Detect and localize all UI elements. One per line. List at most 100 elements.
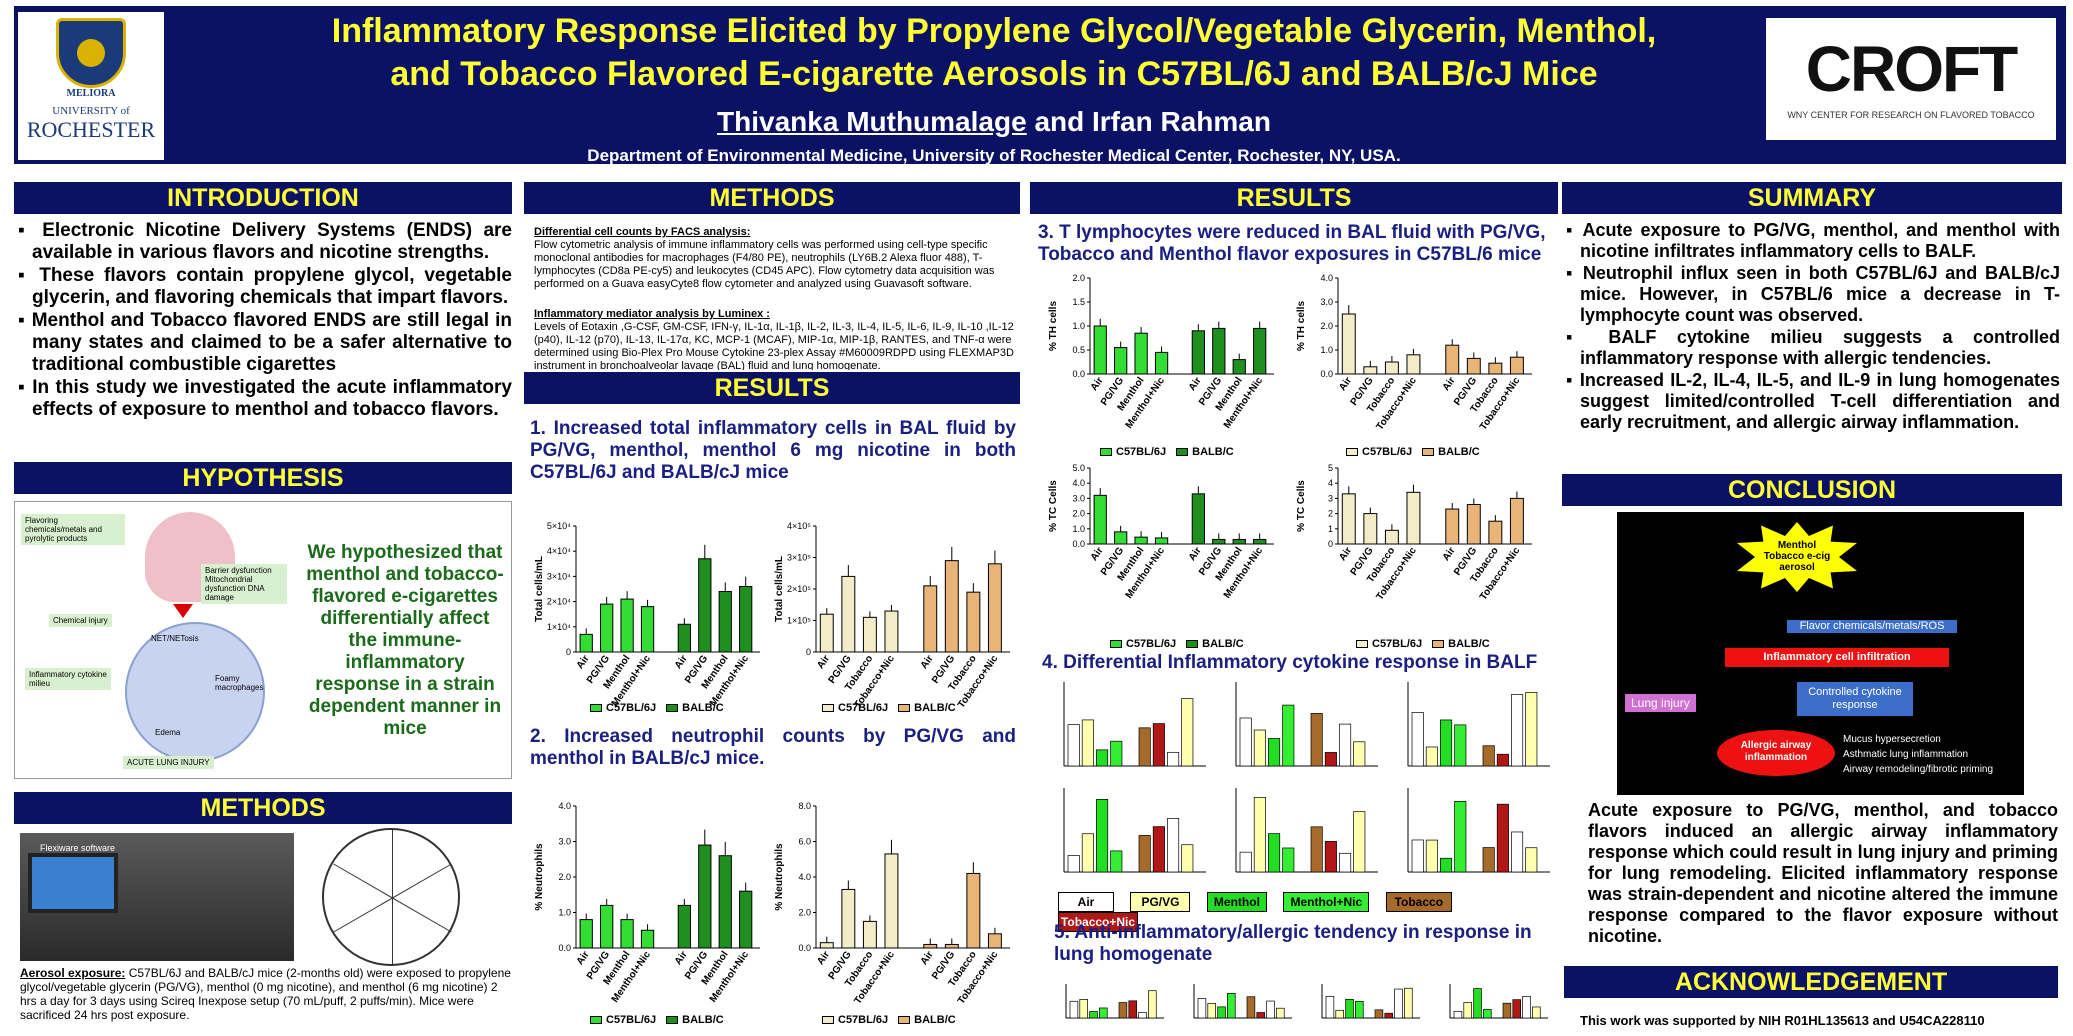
y-axis-label: % Neutrophils: [774, 843, 785, 911]
bar: [1525, 692, 1538, 767]
bar: [1341, 493, 1356, 545]
poster-header: Inflammatory Response Elicited by Propyl…: [14, 6, 2066, 165]
bar: [1310, 826, 1323, 873]
hypothesis-figure: Flavoring chemicals/metals and pyrolytic…: [14, 501, 512, 779]
chart-neutrophils-menthol: % Neutrophils 0.0 1.0 2.0 3.0 4.0 Air PG/VG Ment…: [534, 800, 764, 1005]
y-axis-label: % TC Cells: [1296, 480, 1307, 532]
bar: [1282, 704, 1295, 767]
poster-title: Inflammatory Response Elicited by Propyl…: [331, 12, 1657, 93]
bar: [1148, 990, 1157, 1019]
bar: [1463, 1002, 1472, 1019]
mini-panel: [1235, 682, 1378, 767]
poster-authors: Thivanka Muthumalage and Irfan Rahman: [717, 106, 1271, 137]
x-tick-label: Air: [1187, 375, 1204, 393]
legend-tan-3: C57BL/6J BALB/C: [1336, 446, 1480, 458]
chart-svg: % TC Cells0.01.02.03.04.05.0AirPG/VGMent…: [1048, 463, 1274, 601]
bar: [1093, 494, 1107, 545]
y-tick-label: 2.0: [1072, 273, 1085, 283]
bar: [1099, 1007, 1108, 1019]
bar: [677, 623, 691, 653]
bar: [1482, 745, 1495, 767]
bar: [1509, 356, 1524, 375]
bar: [677, 904, 691, 949]
bar: [698, 844, 712, 949]
bar: [1110, 740, 1123, 767]
bar: [1134, 536, 1148, 545]
bar: [966, 591, 981, 653]
chart-neutrophils-tobacco: % Neutrophils 0.0 2.0 4.0 6.0 8.0 Air PG/VG Toba…: [774, 800, 1014, 1006]
chart-total-cells-tobacco: Total cells/mL 0 1×10⁵ 2×10⁵ 3×10⁵ 4×10⁵ Air PG…: [774, 520, 1014, 710]
y-tick-label: 4.0: [1320, 273, 1333, 283]
chart-svg: % TC Cells012345AirPG/VGTobaccoTobacco+N…: [1296, 463, 1532, 602]
y-tick-label: 1×10⁵: [787, 616, 811, 626]
bar: [1355, 1000, 1364, 1019]
conclusion-diagram: Menthol Tobacco e-cig aerosol Flavor che…: [1617, 512, 2024, 795]
y-tick-label: 2×10⁴: [547, 597, 571, 607]
shield-icon: [56, 18, 126, 88]
chart-total-cells-menthol: Total cells/mL 0 1×10⁴ 2×10⁴ 3×10⁴ 4×10⁴ 5×10⁴…: [534, 520, 764, 709]
bar: [1282, 847, 1295, 873]
chart-svg: % Neutrophils0.02.04.06.08.0AirPG/VGToba…: [774, 801, 1010, 1006]
bar: [966, 872, 981, 949]
bar: [739, 585, 753, 653]
chart-svg: % Neutrophils0.01.02.03.04.0AirPG/VGMent…: [534, 801, 760, 1005]
bar: [1154, 351, 1169, 375]
croft-logo: CROFT WNY CENTER FOR RESEARCH ON FLAVORE…: [1766, 18, 2056, 140]
exposure-setup-photo: Flexiware software: [20, 833, 294, 961]
bar: [1253, 327, 1267, 375]
bar: [1266, 1000, 1275, 1019]
bar: [1522, 995, 1531, 1019]
bar: [1096, 799, 1109, 873]
acknowledgement-heading: ACKNOWLEDGEMENT: [1564, 966, 2058, 998]
bar: [1335, 1009, 1344, 1019]
legend-tan-4: C57BL/6J BALB/C: [1346, 638, 1490, 650]
bar: [1138, 727, 1151, 767]
list-item: BALF cytokine milieu suggests a controll…: [1566, 327, 2060, 369]
methods-heading-mid: METHODS: [524, 182, 1020, 214]
bar: [1363, 513, 1378, 545]
bar: [1212, 327, 1226, 375]
legend-tan-1: C57BL/6J BALB/C: [812, 702, 956, 714]
bar: [1363, 366, 1378, 375]
y-tick-label: 1.0: [1072, 321, 1085, 331]
bar: [1246, 996, 1256, 1019]
bar: [1268, 738, 1281, 767]
y-tick-label: 1.0: [1072, 524, 1085, 534]
bar: [987, 563, 1002, 653]
bar: [1374, 1009, 1384, 1019]
bar: [1502, 1002, 1512, 1019]
bar: [944, 560, 959, 653]
x-tick-label: Air: [575, 653, 592, 671]
bar: [1445, 508, 1460, 545]
bar: [1404, 987, 1413, 1019]
chart-svg: % TH cells0.00.51.01.52.0AirPG/VGMenthol…: [1048, 273, 1274, 431]
bar: [1425, 839, 1438, 873]
x-tick-label: Air: [1089, 545, 1106, 563]
conclusion-bullets: Mucus hypersecretion Asthmatic lung infl…: [1843, 734, 1994, 775]
list-item: Menthol and Tobacco flavored ENDS are st…: [18, 310, 512, 376]
bar: [1453, 1010, 1463, 1019]
bar: [718, 855, 732, 949]
bar: [1239, 851, 1252, 873]
conclusion-text: Acute exposure to PG/VG, menthol, and to…: [1588, 800, 2058, 946]
bar: [1152, 723, 1165, 767]
bar: [1181, 698, 1194, 767]
bar: [819, 613, 834, 653]
bar: [1096, 749, 1109, 767]
y-tick-label: 0: [566, 647, 571, 657]
bar: [1324, 752, 1337, 767]
bar: [1488, 520, 1503, 545]
bar: [718, 591, 732, 653]
bar: [819, 942, 834, 949]
y-tick-label: 2.0: [798, 908, 811, 918]
bar: [1384, 361, 1399, 375]
bar: [1406, 354, 1421, 375]
chart-svg: % TH cells0.01.02.03.04.0AirPG/VGTobacco…: [1296, 273, 1532, 432]
bar: [1268, 833, 1281, 873]
bar: [1081, 833, 1094, 873]
bar: [1406, 491, 1421, 545]
result-2-heading: 2. Increased neutrophil counts by PG/VG …: [530, 726, 1016, 769]
y-tick-label: 0.0: [1072, 539, 1085, 549]
x-tick-label: Air: [1441, 375, 1458, 393]
bar: [1454, 801, 1467, 873]
